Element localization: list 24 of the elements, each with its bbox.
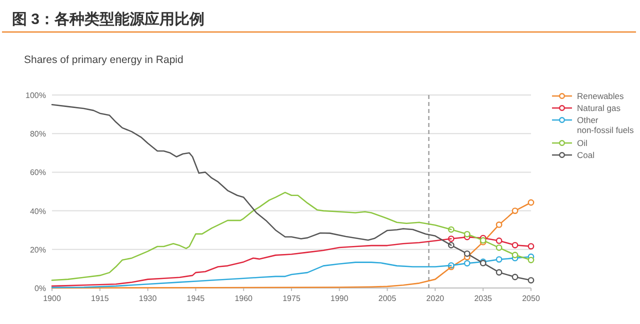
x-tick-label: 2050 (522, 294, 540, 303)
x-tick-label: 2020 (426, 294, 445, 303)
x-tick-label: 1990 (330, 294, 349, 303)
x-tick-label: 1915 (91, 294, 110, 303)
legend-label: Coal (577, 150, 595, 160)
legend-label: Natural gas (577, 103, 620, 113)
legend-label: Renewables (577, 91, 624, 101)
x-tick-label: 1900 (43, 294, 62, 303)
x-tick-label: 1930 (138, 294, 158, 303)
y-tick-label: 80% (30, 130, 46, 139)
chart-title: 图 3：各种类型能源应用比例 (12, 10, 205, 28)
y-tick-label: 20% (30, 245, 46, 254)
legend-label: Other non-fossil fuels (577, 115, 634, 135)
y-tick-label: 0% (34, 284, 46, 293)
chart-subtitle: Shares of primary energy in Rapid (24, 54, 184, 66)
y-tick-label: 40% (30, 206, 46, 216)
y-tick-label: 60% (30, 168, 46, 178)
x-tick-label: 1945 (186, 294, 206, 303)
legend-label: Oil (577, 138, 588, 148)
x-tick-label: 2005 (378, 294, 397, 303)
x-tick-label: 2035 (474, 294, 493, 303)
x-tick-label: 1975 (282, 294, 301, 303)
y-tick-label: 100% (26, 91, 46, 100)
x-tick-label: 1960 (234, 294, 254, 303)
